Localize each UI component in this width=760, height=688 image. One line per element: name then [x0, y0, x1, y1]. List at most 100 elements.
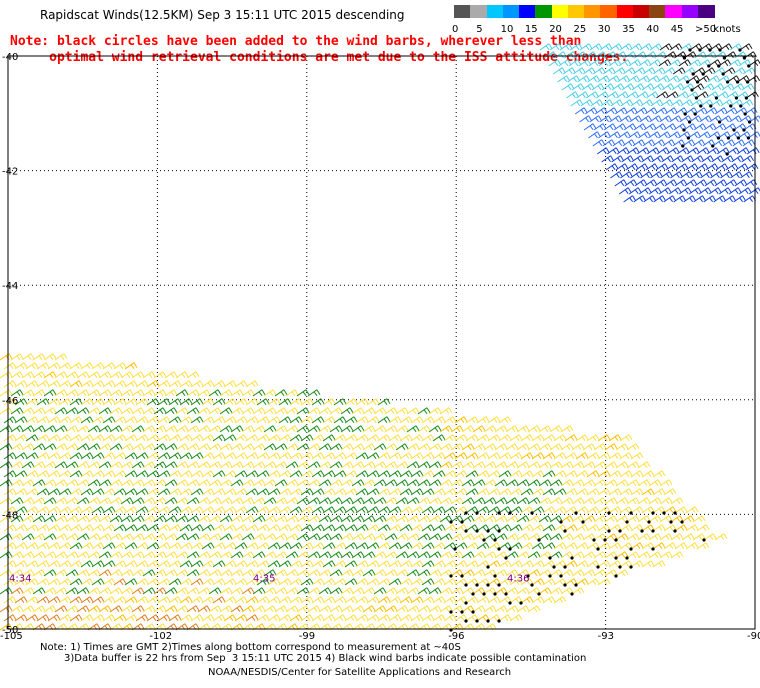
wind-barb: [311, 488, 325, 496]
wind-barb: [606, 147, 620, 155]
wind-barb: [664, 179, 678, 187]
wind-barb: [406, 407, 420, 415]
wind-barb: [498, 470, 512, 478]
wind-barb: [723, 123, 737, 131]
wind-barb: [179, 470, 193, 478]
wind-barb: [47, 596, 61, 604]
wind-barb: [597, 506, 611, 514]
wind-barb: [509, 560, 523, 568]
wind-barb: [516, 533, 530, 541]
wind-barb: [663, 524, 677, 532]
wind-barb: [102, 470, 116, 478]
wind-barb: [146, 452, 160, 460]
wind-barb: [454, 614, 468, 622]
wind-barb: [690, 171, 703, 179]
wind-barb: [175, 389, 189, 397]
wind-barb: [223, 452, 237, 460]
wind-barb: [289, 524, 303, 532]
wind-barb: [175, 587, 189, 595]
wind-barb: [498, 596, 512, 604]
wind-barb: [208, 533, 222, 541]
wind-barb: [395, 407, 409, 415]
wind-barb: [443, 614, 457, 622]
wind-barb: [43, 551, 57, 559]
wind-barb: [483, 443, 497, 451]
wind-barb: [329, 479, 343, 487]
wind-barb: [208, 569, 222, 577]
wind-barb: [471, 605, 486, 614]
wind-barb: [520, 488, 534, 496]
wind-barb: [14, 362, 28, 370]
wind-barb: [102, 614, 116, 622]
wind-barb: [333, 506, 347, 514]
wind-barb: [307, 569, 321, 577]
wind-barb: [670, 171, 683, 179]
wind-barb: [628, 187, 642, 195]
wind-barb: [464, 524, 479, 533]
wind-barb: [564, 452, 578, 460]
wind-barb: [653, 123, 667, 131]
wind-barb: [351, 587, 365, 595]
wind-barb: [0, 569, 13, 577]
wind-barb: [329, 551, 343, 559]
wind-barb: [54, 407, 68, 415]
wind-barb: [395, 497, 409, 505]
wind-barb: [450, 497, 464, 505]
wind-barb: [109, 623, 123, 631]
wind-barb: [593, 461, 607, 469]
wind-barb: [366, 470, 380, 478]
wind-barb: [153, 587, 167, 595]
wind-barb: [537, 587, 552, 596]
wind-barb: [549, 497, 563, 505]
wind-barb: [10, 587, 24, 595]
wind-barb: [626, 147, 640, 155]
wind-barb: [102, 434, 116, 442]
wind-barb: [362, 407, 376, 415]
wind-barb: [406, 623, 420, 631]
wind-barb: [640, 171, 653, 179]
wind-barb: [618, 524, 633, 533]
wind-barb: [487, 416, 501, 424]
wind-barb: [43, 443, 57, 451]
wind-barb: [3, 398, 17, 406]
wind-barb: [739, 115, 753, 123]
wind-barb: [486, 524, 501, 533]
contamination-circle: [475, 529, 479, 533]
wind-barb: [190, 524, 204, 532]
wind-barb: [168, 434, 182, 442]
wind-barb: [355, 452, 369, 460]
wind-barb: [208, 461, 222, 469]
contamination-circle: [526, 574, 530, 578]
wind-barb: [399, 542, 413, 550]
wind-barb: [32, 371, 46, 379]
wind-barb: [608, 470, 622, 478]
wind-barb: [102, 452, 116, 460]
wind-barb: [497, 614, 512, 623]
contamination-circle: [734, 96, 739, 100]
wind-barb: [395, 515, 409, 523]
contamination-circle: [464, 601, 468, 605]
wind-barb: [87, 533, 101, 541]
wind-barb: [625, 551, 640, 560]
wind-barb: [124, 398, 138, 406]
wind-barb: [80, 524, 94, 532]
wind-barb: [428, 587, 442, 595]
wind-barb: [625, 515, 640, 524]
wind-barb: [461, 497, 475, 505]
wind-barb: [591, 83, 605, 91]
wind-barb: [157, 560, 171, 568]
wind-barb: [661, 83, 675, 91]
wind-barb: [674, 542, 688, 550]
wind-barb: [135, 488, 149, 496]
contamination-circle: [625, 520, 629, 524]
wind-barb: [157, 542, 171, 550]
wind-barb: [14, 488, 28, 496]
wind-barb: [3, 434, 17, 442]
wind-barb: [678, 187, 692, 195]
wind-barb: [464, 506, 479, 515]
wind-barb: [624, 107, 638, 115]
wind-barb: [498, 434, 512, 442]
wind-barb: [322, 596, 336, 604]
wind-barb: [731, 155, 745, 163]
